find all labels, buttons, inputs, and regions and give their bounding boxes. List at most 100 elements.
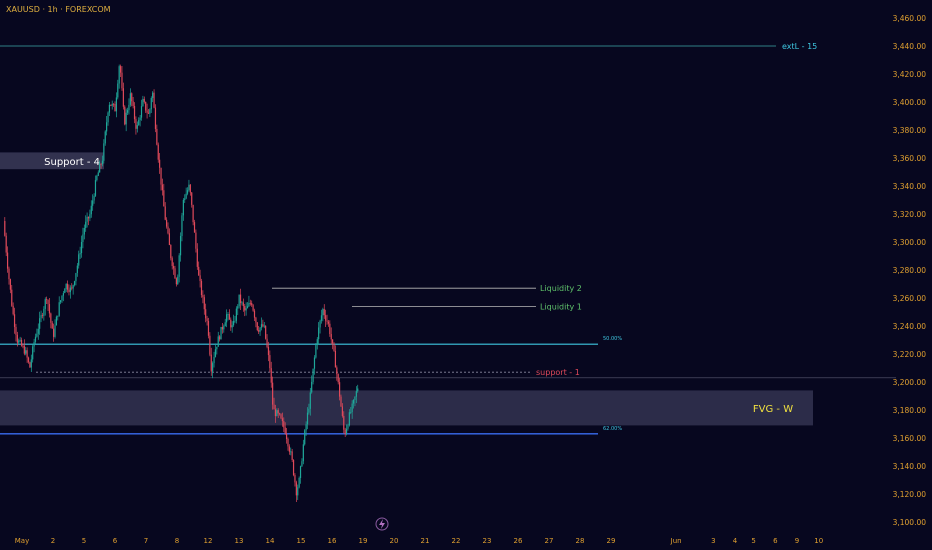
candle-body bbox=[18, 340, 20, 343]
time-tick-label: 13 bbox=[235, 537, 244, 545]
candle-body bbox=[217, 336, 219, 347]
candle-body bbox=[177, 276, 179, 285]
candle-body bbox=[92, 200, 94, 206]
candle-body bbox=[227, 314, 229, 315]
candle-body bbox=[145, 101, 147, 111]
candle-body bbox=[20, 339, 23, 346]
lightning-glyph bbox=[379, 519, 385, 529]
time-tick-label: 15 bbox=[297, 537, 306, 545]
candle-body bbox=[294, 475, 296, 483]
candle-body bbox=[110, 104, 112, 106]
candle-body bbox=[203, 297, 205, 310]
candle-body bbox=[171, 258, 173, 267]
candle-body bbox=[352, 399, 355, 404]
candle-body bbox=[168, 233, 171, 246]
support-4-zone bbox=[0, 152, 104, 170]
candle-body bbox=[122, 88, 124, 107]
candle-body bbox=[80, 242, 83, 254]
candle-body bbox=[43, 308, 45, 316]
candle-body bbox=[347, 425, 349, 429]
candle-body bbox=[334, 350, 337, 368]
candle-body bbox=[6, 252, 9, 269]
candle-body bbox=[238, 294, 240, 307]
candle-body bbox=[40, 315, 42, 319]
candle-body bbox=[338, 382, 341, 397]
candle-body bbox=[16, 334, 18, 343]
candle-body bbox=[301, 461, 303, 467]
candle-body bbox=[87, 216, 90, 219]
candle-body bbox=[9, 279, 11, 290]
candle-body bbox=[128, 104, 130, 111]
candle-body bbox=[15, 326, 17, 335]
candle-body bbox=[291, 451, 293, 461]
candle-body bbox=[100, 164, 102, 165]
candle-body bbox=[160, 167, 162, 185]
candle-body bbox=[255, 317, 257, 323]
price-tick-label: 3,400.00 bbox=[893, 98, 927, 107]
candle-body bbox=[36, 333, 38, 337]
candles-layer bbox=[4, 64, 359, 502]
candle-body bbox=[252, 305, 254, 311]
candle-body bbox=[12, 305, 14, 315]
price-tick-label: 3,300.00 bbox=[893, 238, 927, 247]
candle-body bbox=[55, 316, 58, 326]
liquidity-2-label: Liquidity 2 bbox=[540, 284, 582, 293]
candle-body bbox=[210, 354, 212, 372]
candle-body bbox=[153, 92, 155, 108]
price-tick-label: 3,380.00 bbox=[893, 126, 927, 135]
candle-body bbox=[129, 93, 131, 105]
candle-body bbox=[297, 487, 299, 496]
time-tick-label: 22 bbox=[452, 537, 461, 545]
candle-body bbox=[44, 299, 46, 309]
candle-body bbox=[205, 309, 207, 319]
candle-body bbox=[237, 306, 239, 309]
candle-body bbox=[256, 322, 258, 331]
candle-body bbox=[69, 287, 71, 293]
zones-layer: Support - 4 FVG - W bbox=[0, 152, 813, 426]
candle-body bbox=[200, 280, 203, 296]
candle-body bbox=[274, 409, 277, 417]
candle-body bbox=[185, 193, 187, 199]
candle-body bbox=[142, 98, 144, 107]
time-tick-label: Jun bbox=[670, 537, 682, 545]
time-axis: May 2 5 6 7 8 12 13 14 15 16 19 20 21 22 23 26 27 28 29 Jun 3… bbox=[15, 537, 823, 545]
candle-body bbox=[312, 368, 314, 382]
candle-body bbox=[167, 226, 169, 234]
price-tick-label: 3,320.00 bbox=[893, 210, 927, 219]
candle-body bbox=[281, 418, 283, 422]
price-tick-label: 3,160.00 bbox=[893, 434, 927, 443]
candle-body bbox=[253, 310, 256, 318]
candle-body bbox=[115, 97, 117, 112]
time-tick-label: 5 bbox=[751, 537, 755, 545]
candle-body bbox=[302, 444, 304, 462]
candle-body bbox=[231, 325, 233, 328]
time-tick-label: 19 bbox=[359, 537, 368, 545]
candle-body bbox=[305, 424, 307, 431]
candle-body bbox=[58, 302, 60, 316]
price-tick-label: 3,360.00 bbox=[893, 154, 927, 163]
fib-50-label: 50.00% bbox=[603, 336, 622, 342]
price-tick-label: 3,420.00 bbox=[893, 70, 927, 79]
time-tick-label: 14 bbox=[266, 537, 275, 545]
lightning-icon bbox=[375, 517, 389, 531]
candle-body bbox=[101, 160, 104, 165]
candle-body bbox=[232, 321, 235, 326]
candle-body bbox=[33, 341, 35, 347]
candle-body bbox=[239, 294, 242, 304]
candle-body bbox=[265, 325, 267, 339]
levels-layer: extL - 15 Liquidity 2 Liquidity 1 50.00% sup… bbox=[0, 42, 896, 435]
candle-body bbox=[154, 107, 157, 129]
candle-body bbox=[90, 205, 92, 215]
candle-body bbox=[306, 412, 309, 425]
candle-body bbox=[157, 144, 159, 160]
candle-body bbox=[195, 232, 197, 249]
candle-body bbox=[83, 228, 85, 235]
time-tick-label: 12 bbox=[204, 537, 213, 545]
candle-body bbox=[249, 302, 251, 304]
price-tick-label: 3,460.00 bbox=[893, 14, 927, 23]
time-tick-label: 8 bbox=[175, 537, 179, 545]
time-tick-label: 20 bbox=[390, 537, 399, 545]
candle-body bbox=[62, 293, 64, 296]
time-tick-label: 6 bbox=[113, 537, 118, 545]
